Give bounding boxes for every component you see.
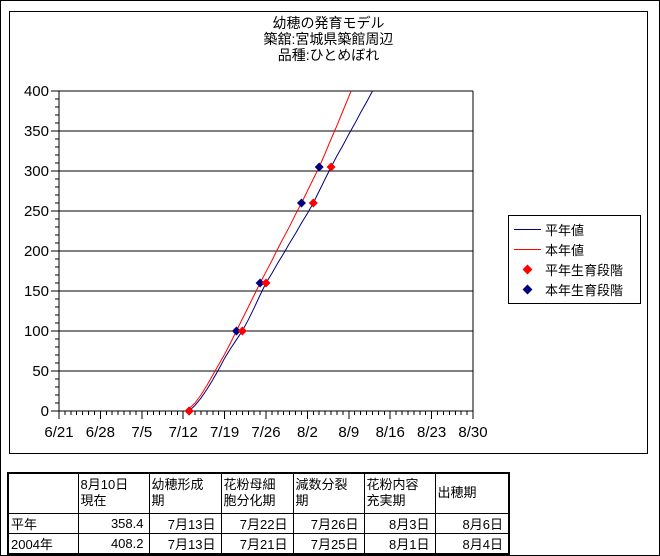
y-axis-labels: 0 50 100 150 200 250 300 350 400: [24, 83, 49, 420]
svg-text:200: 200: [24, 243, 49, 260]
svg-text:8/30: 8/30: [458, 424, 487, 441]
series-honnen-stage-markers: [184, 162, 324, 416]
header-cell-kafun-bosaibo[interactable]: 花粉母細 胞分化期: [220, 472, 294, 514]
svg-text:0: 0: [41, 403, 49, 420]
series-heinen-stage-markers: [184, 162, 336, 416]
x-axis-labels: 6/21 6/28 7/5 7/12 7/19 7/26 8/2 8/9 8/16 8/23 8/3…: [44, 424, 487, 441]
chart-title: 幼穂の発育モデル 築舘:宮城県築館周辺 品種:ひとめぼれ: [10, 15, 647, 63]
legend-item-heinen-stage[interactable]: 平年生育段階: [509, 259, 640, 279]
cell-value[interactable]: 358.4: [77, 512, 150, 534]
chart-title-line-1: 幼穂の発育モデル: [272, 15, 385, 31]
legend-label: 本年値: [545, 242, 585, 258]
chart-title-line-2: 築舘:宮城県築館周辺: [263, 31, 394, 47]
diamond-swatch-icon: [522, 284, 532, 294]
svg-text:100: 100: [24, 323, 49, 340]
legend-label: 平年生育段階: [545, 262, 624, 278]
diamond-swatch-icon: [522, 264, 532, 274]
legend-item-honnen-stage[interactable]: 本年生育段階: [509, 279, 640, 299]
svg-text:250: 250: [24, 203, 49, 220]
series-heinen-line: [188, 90, 373, 412]
cell-value[interactable]: 7月13日: [148, 532, 222, 554]
series-honnen-line: [186, 90, 352, 412]
svg-text:150: 150: [24, 283, 49, 300]
chart-object[interactable]: 6/21 6/28 7/5 7/12 7/19 7/26 8/2 8/9 8/16 8/23 8/3…: [9, 11, 648, 454]
legend-item-heinen-value[interactable]: 平年値: [509, 219, 640, 239]
svg-text:300: 300: [24, 163, 49, 180]
cell-value[interactable]: 8月1日: [363, 532, 436, 554]
header-cell-current[interactable]: 8月10日 現在: [77, 472, 150, 514]
svg-text:400: 400: [24, 83, 49, 100]
svg-text:350: 350: [24, 123, 49, 140]
header-cell-kafun-naiyo[interactable]: 花粉内容 充実期: [363, 472, 436, 514]
svg-text:7/12: 7/12: [169, 424, 198, 441]
svg-text:50: 50: [32, 363, 49, 380]
svg-text:7/26: 7/26: [251, 424, 280, 441]
table-row-heinen: 平年 358.4 7月13日 7月22日 7月26日 8月3日 8月6日: [7, 512, 510, 534]
svg-text:7/5: 7/5: [131, 424, 152, 441]
plot-svg: 6/21 6/28 7/5 7/12 7/19 7/26 8/2 8/9 8/16 8/23 8/3…: [24, 83, 488, 441]
svg-text:6/28: 6/28: [86, 424, 115, 441]
cell-value[interactable]: 7月21日: [220, 532, 294, 554]
chart-title-line-3: 品種:ひとめぼれ: [277, 47, 380, 63]
svg-text:8/9: 8/9: [338, 424, 359, 441]
svg-text:7/19: 7/19: [210, 424, 239, 441]
axis-ticks: [51, 90, 474, 419]
header-cell-yosui-keisei[interactable]: 幼穂形成 期: [148, 472, 222, 514]
svg-text:8/16: 8/16: [376, 424, 405, 441]
stage-table: 8月10日 現在 幼穂形成 期 花粉母細 胞分化期 減数分裂 期 花粉内容 充実…: [7, 472, 510, 555]
cell-value[interactable]: 408.2: [77, 532, 150, 554]
svg-text:8/23: 8/23: [417, 424, 446, 441]
table-row-2004: 2004年 408.2 7月13日 7月21日 7月25日 8月1日 8月4日: [7, 532, 510, 554]
header-cell-gensu-bunretsu[interactable]: 減数分裂 期: [292, 472, 365, 514]
legend-item-honnen-value[interactable]: 本年値: [509, 239, 640, 259]
gridlines: [58, 90, 474, 412]
header-cell-blank[interactable]: [7, 472, 79, 514]
cell-value[interactable]: 7月22日: [220, 512, 294, 534]
header-cell-shussui[interactable]: 出穂期: [434, 472, 510, 514]
line-swatch-icon: [513, 248, 541, 250]
chart-legend[interactable]: 平年値 本年値 平年生育段階 本年生育段階: [508, 215, 641, 304]
legend-label: 平年値: [545, 222, 585, 238]
svg-text:8/2: 8/2: [297, 424, 318, 441]
legend-label: 本年生育段階: [545, 282, 624, 298]
cell-value[interactable]: 8月3日: [363, 512, 436, 534]
cell-value[interactable]: 7月25日: [292, 532, 365, 554]
row-label[interactable]: 平年: [7, 512, 79, 534]
cell-value[interactable]: 7月13日: [148, 512, 222, 534]
table-header-row: 8月10日 現在 幼穂形成 期 花粉母細 胞分化期 減数分裂 期 花粉内容 充実…: [7, 472, 510, 514]
line-swatch-icon: [513, 228, 541, 230]
cell-value[interactable]: 7月26日: [292, 512, 365, 534]
cell-value[interactable]: 8月4日: [434, 532, 510, 554]
row-label[interactable]: 2004年: [7, 532, 79, 554]
cell-value[interactable]: 8月6日: [434, 512, 510, 534]
svg-text:6/21: 6/21: [44, 424, 73, 441]
